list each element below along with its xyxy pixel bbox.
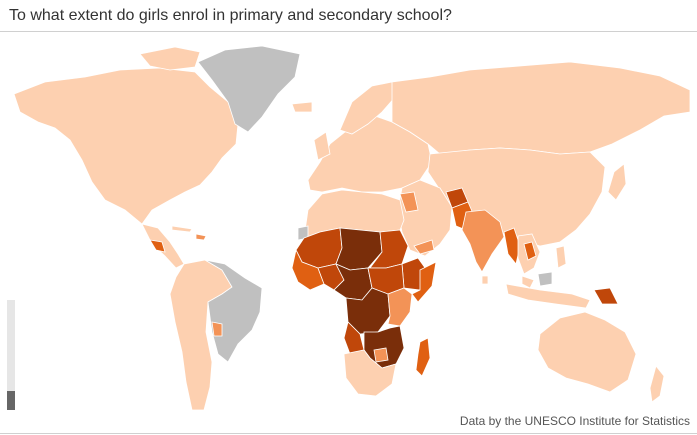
region-arctic-islands[interactable] xyxy=(139,46,201,71)
region-southern-africa[interactable] xyxy=(343,349,397,397)
region-japan[interactable] xyxy=(607,163,627,201)
region-greenland[interactable] xyxy=(197,45,301,133)
map-title: To what extent do girls enrol in primary… xyxy=(9,7,452,24)
region-borneo-part[interactable] xyxy=(537,271,553,287)
region-somalia[interactable] xyxy=(411,261,437,303)
region-europe[interactable] xyxy=(307,115,433,193)
footer-divider xyxy=(0,433,697,434)
region-zimbabwe[interactable] xyxy=(373,347,389,363)
region-haiti[interactable] xyxy=(195,233,207,241)
region-papua-new-guinea[interactable] xyxy=(593,287,619,305)
region-paraguay[interactable] xyxy=(211,321,223,337)
region-iceland[interactable] xyxy=(291,101,313,113)
region-iraq[interactable] xyxy=(399,191,419,213)
region-cuba[interactable] xyxy=(171,225,193,233)
region-russia[interactable] xyxy=(391,61,691,155)
region-west-africa-coast[interactable] xyxy=(291,248,325,291)
region-india[interactable] xyxy=(461,209,505,273)
region-australia[interactable] xyxy=(537,311,637,393)
region-brazil[interactable] xyxy=(204,259,263,363)
region-indonesia[interactable] xyxy=(505,283,591,309)
world-map xyxy=(13,45,691,411)
region-new-zealand[interactable] xyxy=(649,365,665,403)
region-north-america[interactable] xyxy=(13,67,239,225)
region-madagascar[interactable] xyxy=(415,337,431,377)
legend-bar-fill xyxy=(7,391,15,410)
region-yemen[interactable] xyxy=(413,239,435,255)
region-malaysia[interactable] xyxy=(521,275,535,289)
legend-bar xyxy=(7,300,15,410)
region-sri-lanka[interactable] xyxy=(481,275,489,285)
region-kenya-tanzania[interactable] xyxy=(387,287,413,327)
region-laos-cambodia[interactable] xyxy=(523,241,537,261)
region-uk-ireland[interactable] xyxy=(313,131,331,161)
data-source-credit: Data by the UNESCO Institute for Statist… xyxy=(459,414,690,428)
region-philippines[interactable] xyxy=(555,245,567,269)
title-divider xyxy=(0,31,697,32)
region-guatemala-honduras[interactable] xyxy=(149,239,166,253)
